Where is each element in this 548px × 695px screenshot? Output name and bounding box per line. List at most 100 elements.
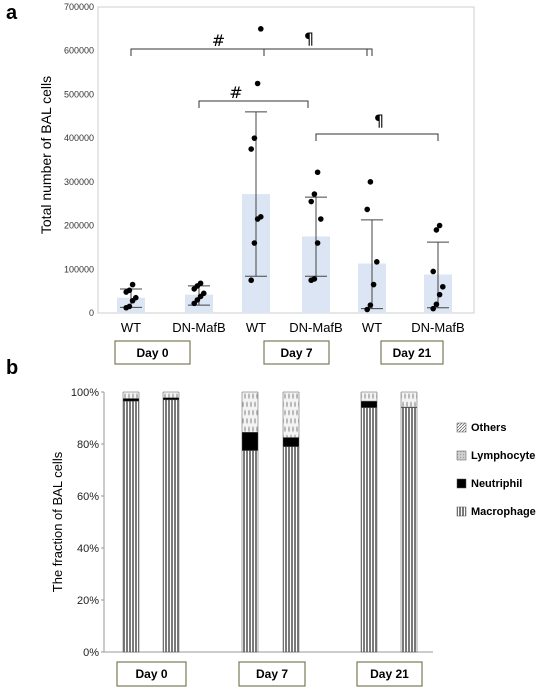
panel-a-data-point bbox=[126, 287, 133, 294]
panel-a-y-axis: 0 100000 200000 300000 400000 500000 600000 700… bbox=[64, 2, 94, 318]
panel-b-legend-swatch bbox=[456, 422, 467, 433]
panel-a-data-point bbox=[440, 283, 446, 290]
panel-a-y-tick-label: 400000 bbox=[64, 133, 94, 143]
panel-a-y-tick-label: 100000 bbox=[64, 264, 94, 274]
panel-b-y-tick-label: 0% bbox=[83, 647, 99, 659]
panel-a-category-label: WT bbox=[362, 320, 382, 335]
panel-b-bar-segment bbox=[401, 392, 417, 407]
panel-a-data-point bbox=[129, 281, 136, 288]
panel-a-category-label: WT bbox=[246, 320, 266, 335]
panel-a-data-point bbox=[258, 214, 264, 220]
panel-a-data-point bbox=[364, 306, 371, 313]
panel-b-bar-segment bbox=[283, 392, 299, 437]
panel-b-group-box bbox=[116, 661, 187, 687]
panel-a-group-box bbox=[114, 340, 191, 365]
panel-a-data-point bbox=[367, 302, 374, 308]
panel-b-y-tick-label: 20% bbox=[77, 595, 99, 607]
panel-b-bar-segment bbox=[163, 400, 179, 652]
panel-b-chart: 0% 20% 40% 60% 80% 100% The fraction of BAL c… bbox=[50, 387, 536, 687]
panel-b-bar-segment bbox=[123, 401, 139, 652]
panel-b-bar-segment bbox=[242, 432, 258, 450]
panel-b-bar-segment bbox=[361, 408, 377, 652]
panel-a-data-point bbox=[430, 268, 437, 275]
panel-b-bar-segment bbox=[163, 392, 179, 398]
panel-a-group-label: Day 7 bbox=[280, 346, 312, 360]
panel-a-significance-bracket bbox=[198, 100, 309, 108]
panel-b-bar-segment bbox=[123, 392, 139, 399]
panel-b-bar-segment bbox=[361, 401, 377, 408]
panel-b-letter: b bbox=[6, 357, 18, 379]
panel-a-y-axis-label: Total number of BAL cells bbox=[38, 76, 54, 234]
panel-b-legend-swatch bbox=[456, 506, 467, 517]
panel-a-data-point bbox=[251, 135, 258, 141]
panel-a-chart: 0 100000 200000 300000 400000 500000 600000 700… bbox=[38, 2, 475, 365]
panel-b-y-axis: 0% 20% 40% 60% 80% 100% bbox=[71, 387, 104, 659]
panel-a-group-box bbox=[263, 340, 330, 365]
panel-a-data-point bbox=[308, 198, 315, 205]
panel-a-y-tick-label: 0 bbox=[89, 308, 94, 318]
panel-b-group-box bbox=[356, 661, 423, 687]
panel-b-group-label: Day 0 bbox=[135, 667, 167, 681]
panel-b-group-box bbox=[238, 661, 306, 687]
panel-a-significance-symbol: ¶ bbox=[304, 29, 314, 48]
panel-a-y-tick-label: 600000 bbox=[64, 46, 94, 56]
panel-a-data-point bbox=[248, 146, 254, 152]
panel-a-y-tick-label: 300000 bbox=[64, 177, 94, 187]
panel-a-letter: a bbox=[6, 2, 18, 24]
panel-b-bar-segment bbox=[361, 392, 377, 401]
panel-b-bar-segment bbox=[123, 399, 139, 402]
panel-a-data-point bbox=[430, 305, 437, 312]
panel-b-legend: Others Lymphocyte Neutriphil Macrophage bbox=[456, 422, 536, 518]
panel-a-data-point bbox=[258, 26, 264, 32]
panel-a-group-label: Day 0 bbox=[136, 346, 168, 360]
panel-a-y-tick-label: 700000 bbox=[64, 2, 94, 12]
panel-a-y-tick-label: 200000 bbox=[64, 221, 94, 231]
panel-b-legend-swatch bbox=[456, 478, 467, 489]
panel-b-bar-segment bbox=[283, 447, 299, 652]
panel-a-data-point bbox=[314, 240, 321, 246]
panel-a-y-tick-label: 500000 bbox=[64, 89, 94, 99]
panel-b-bar-segment bbox=[242, 450, 258, 652]
panel-a-data-point bbox=[318, 216, 324, 222]
panel-b-group-label: Day 21 bbox=[370, 667, 409, 681]
panel-a-data-point bbox=[201, 290, 207, 297]
panel-a-category-label: DN-MafB bbox=[411, 320, 464, 335]
panel-a-data-point bbox=[314, 169, 321, 176]
panel-a-data-point bbox=[433, 301, 440, 308]
panel-a-group-box bbox=[380, 340, 444, 365]
panel-b-y-axis-label: The fraction of BAL cells bbox=[50, 451, 65, 592]
panel-a-category-label: DN-MafB bbox=[172, 320, 225, 335]
panel-a-data-point bbox=[254, 80, 261, 87]
panel-b-group-label: Day 7 bbox=[256, 667, 288, 681]
panel-a-significance-symbol: ¶ bbox=[374, 111, 384, 130]
panel-b-bar-segment bbox=[163, 398, 179, 400]
panel-a-category-label: DN-MafB bbox=[289, 320, 342, 335]
panel-b-bar-segment bbox=[401, 408, 417, 652]
panel-a-data-point bbox=[311, 191, 318, 197]
panel-b-y-tick-label: 100% bbox=[71, 387, 99, 399]
panel-a-data-point bbox=[433, 227, 440, 233]
panel-b-bar-segment bbox=[283, 437, 299, 446]
panel-b-y-tick-label: 80% bbox=[77, 439, 99, 451]
panel-a-significance-bracket bbox=[263, 48, 368, 56]
panel-a-plot-area bbox=[97, 6, 475, 314]
panel-a-data-point bbox=[251, 240, 258, 246]
panel-a-category-label: WT bbox=[121, 320, 141, 335]
panel-b-legend-label: Macrophage bbox=[471, 506, 536, 518]
panel-b-y-tick-label: 40% bbox=[77, 543, 99, 555]
panel-b-legend-label: Neutriphil bbox=[471, 478, 522, 490]
panel-a-group-label: Day 21 bbox=[393, 346, 432, 360]
panel-a-data-point bbox=[133, 294, 139, 301]
panel-a-data-point bbox=[197, 280, 204, 287]
panel-a-data-point bbox=[248, 277, 254, 284]
panel-a-data-point bbox=[126, 303, 133, 310]
panel-b-legend-label: Others bbox=[471, 422, 506, 434]
panel-a-data-point bbox=[367, 179, 374, 185]
panel-a-data-point bbox=[311, 276, 318, 282]
panel-a-significance-symbol: # bbox=[212, 31, 225, 50]
panel-a-data-point bbox=[370, 281, 377, 288]
panel-a-significance-bracket bbox=[130, 48, 373, 56]
panel-a-data-point bbox=[374, 259, 380, 265]
panel-b-y-tick-label: 60% bbox=[77, 491, 99, 503]
